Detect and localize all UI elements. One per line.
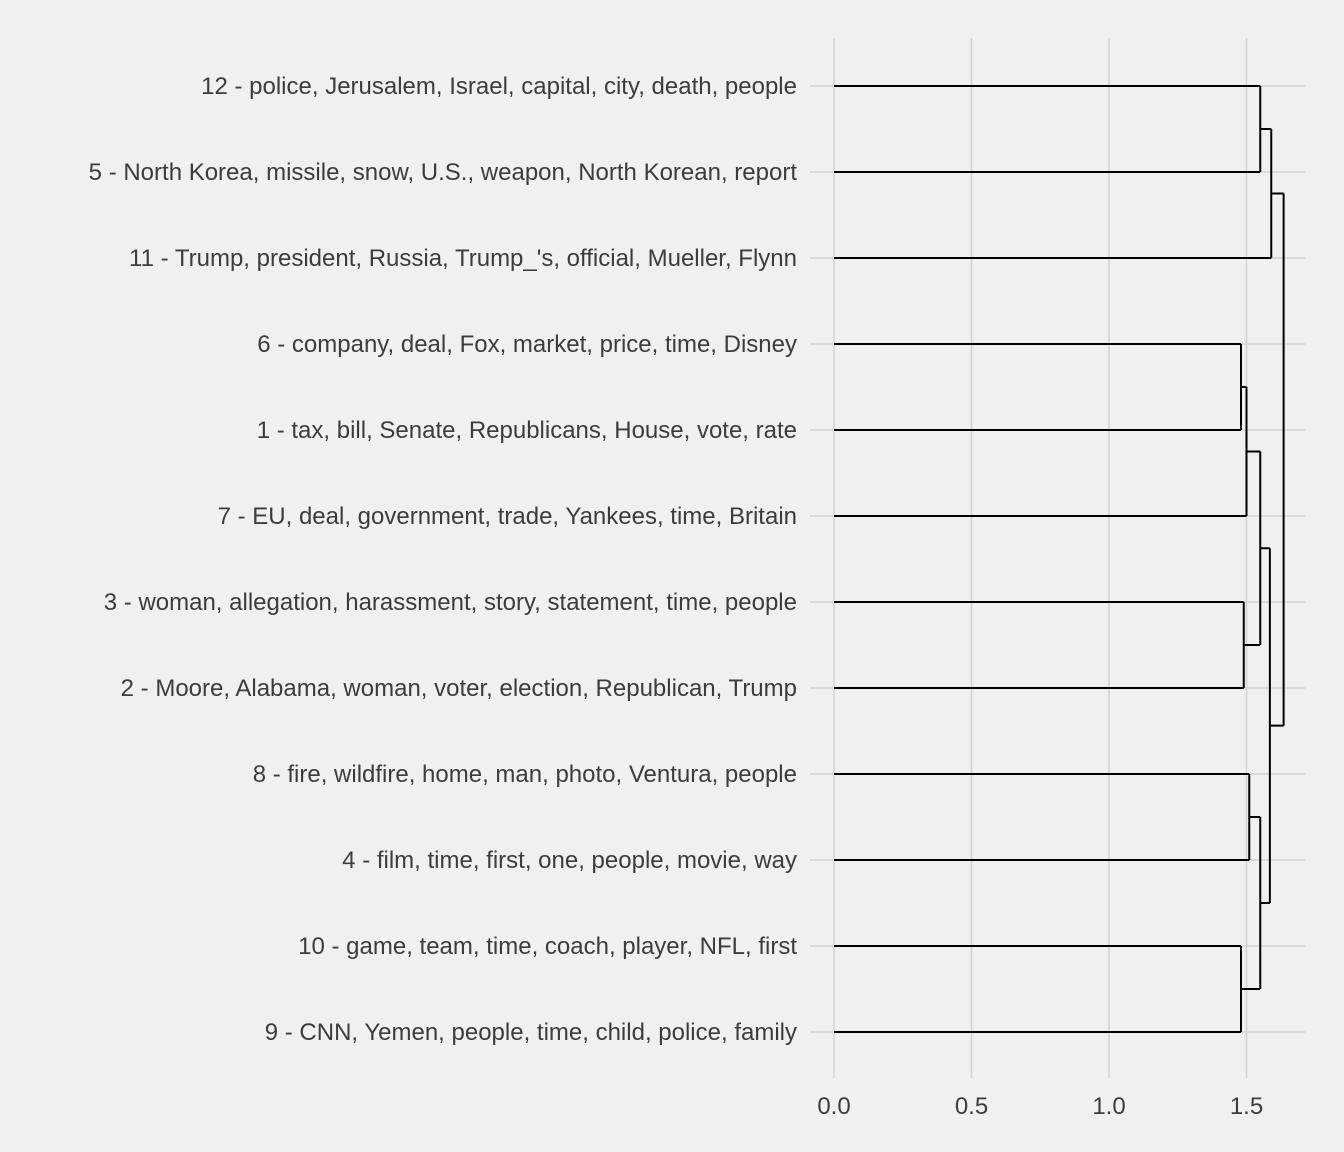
leaf-label: 4 - film, time, first, one, people, movi… xyxy=(342,847,797,874)
leaf-label: 11 - Trump, president, Russia, Trump_'s,… xyxy=(129,245,797,272)
leaf-label: 5 - North Korea, missile, snow, U.S., we… xyxy=(89,159,798,186)
leaf-label: 6 - company, deal, Fox, market, price, t… xyxy=(257,331,797,358)
leaf-label: 2 - Moore, Alabama, woman, voter, electi… xyxy=(121,675,797,702)
leaf-label: 1 - tax, bill, Senate, Republicans, Hous… xyxy=(257,417,797,444)
leaf-label: 10 - game, team, time, coach, player, NF… xyxy=(298,933,797,960)
leaf-label: 3 - woman, allegation, harassment, story… xyxy=(104,589,797,616)
leaf-label: 7 - EU, deal, government, trade, Yankees… xyxy=(218,503,797,530)
leaf-label: 9 - CNN, Yemen, people, time, child, pol… xyxy=(265,1019,797,1046)
x-axis-tick-labels: 0.0 0.5 1.0 1.5 xyxy=(817,1093,1263,1120)
leaf-labels: 12 - police, Jerusalem, Israel, capital,… xyxy=(89,73,798,1046)
leaf-label: 8 - fire, wildfire, home, man, photo, Ve… xyxy=(253,761,797,788)
x-tick-label: 0.5 xyxy=(955,1093,988,1120)
x-tick-label: 1.5 xyxy=(1230,1093,1263,1120)
y-grid-lines xyxy=(810,85,1305,1033)
x-tick-label: 1.0 xyxy=(1092,1093,1125,1120)
x-grid-lines xyxy=(833,38,1248,1078)
x-tick-label: 0.0 xyxy=(817,1093,850,1120)
leaf-label: 12 - police, Jerusalem, Israel, capital,… xyxy=(201,73,797,100)
dendrogram-branches xyxy=(834,85,1285,1033)
